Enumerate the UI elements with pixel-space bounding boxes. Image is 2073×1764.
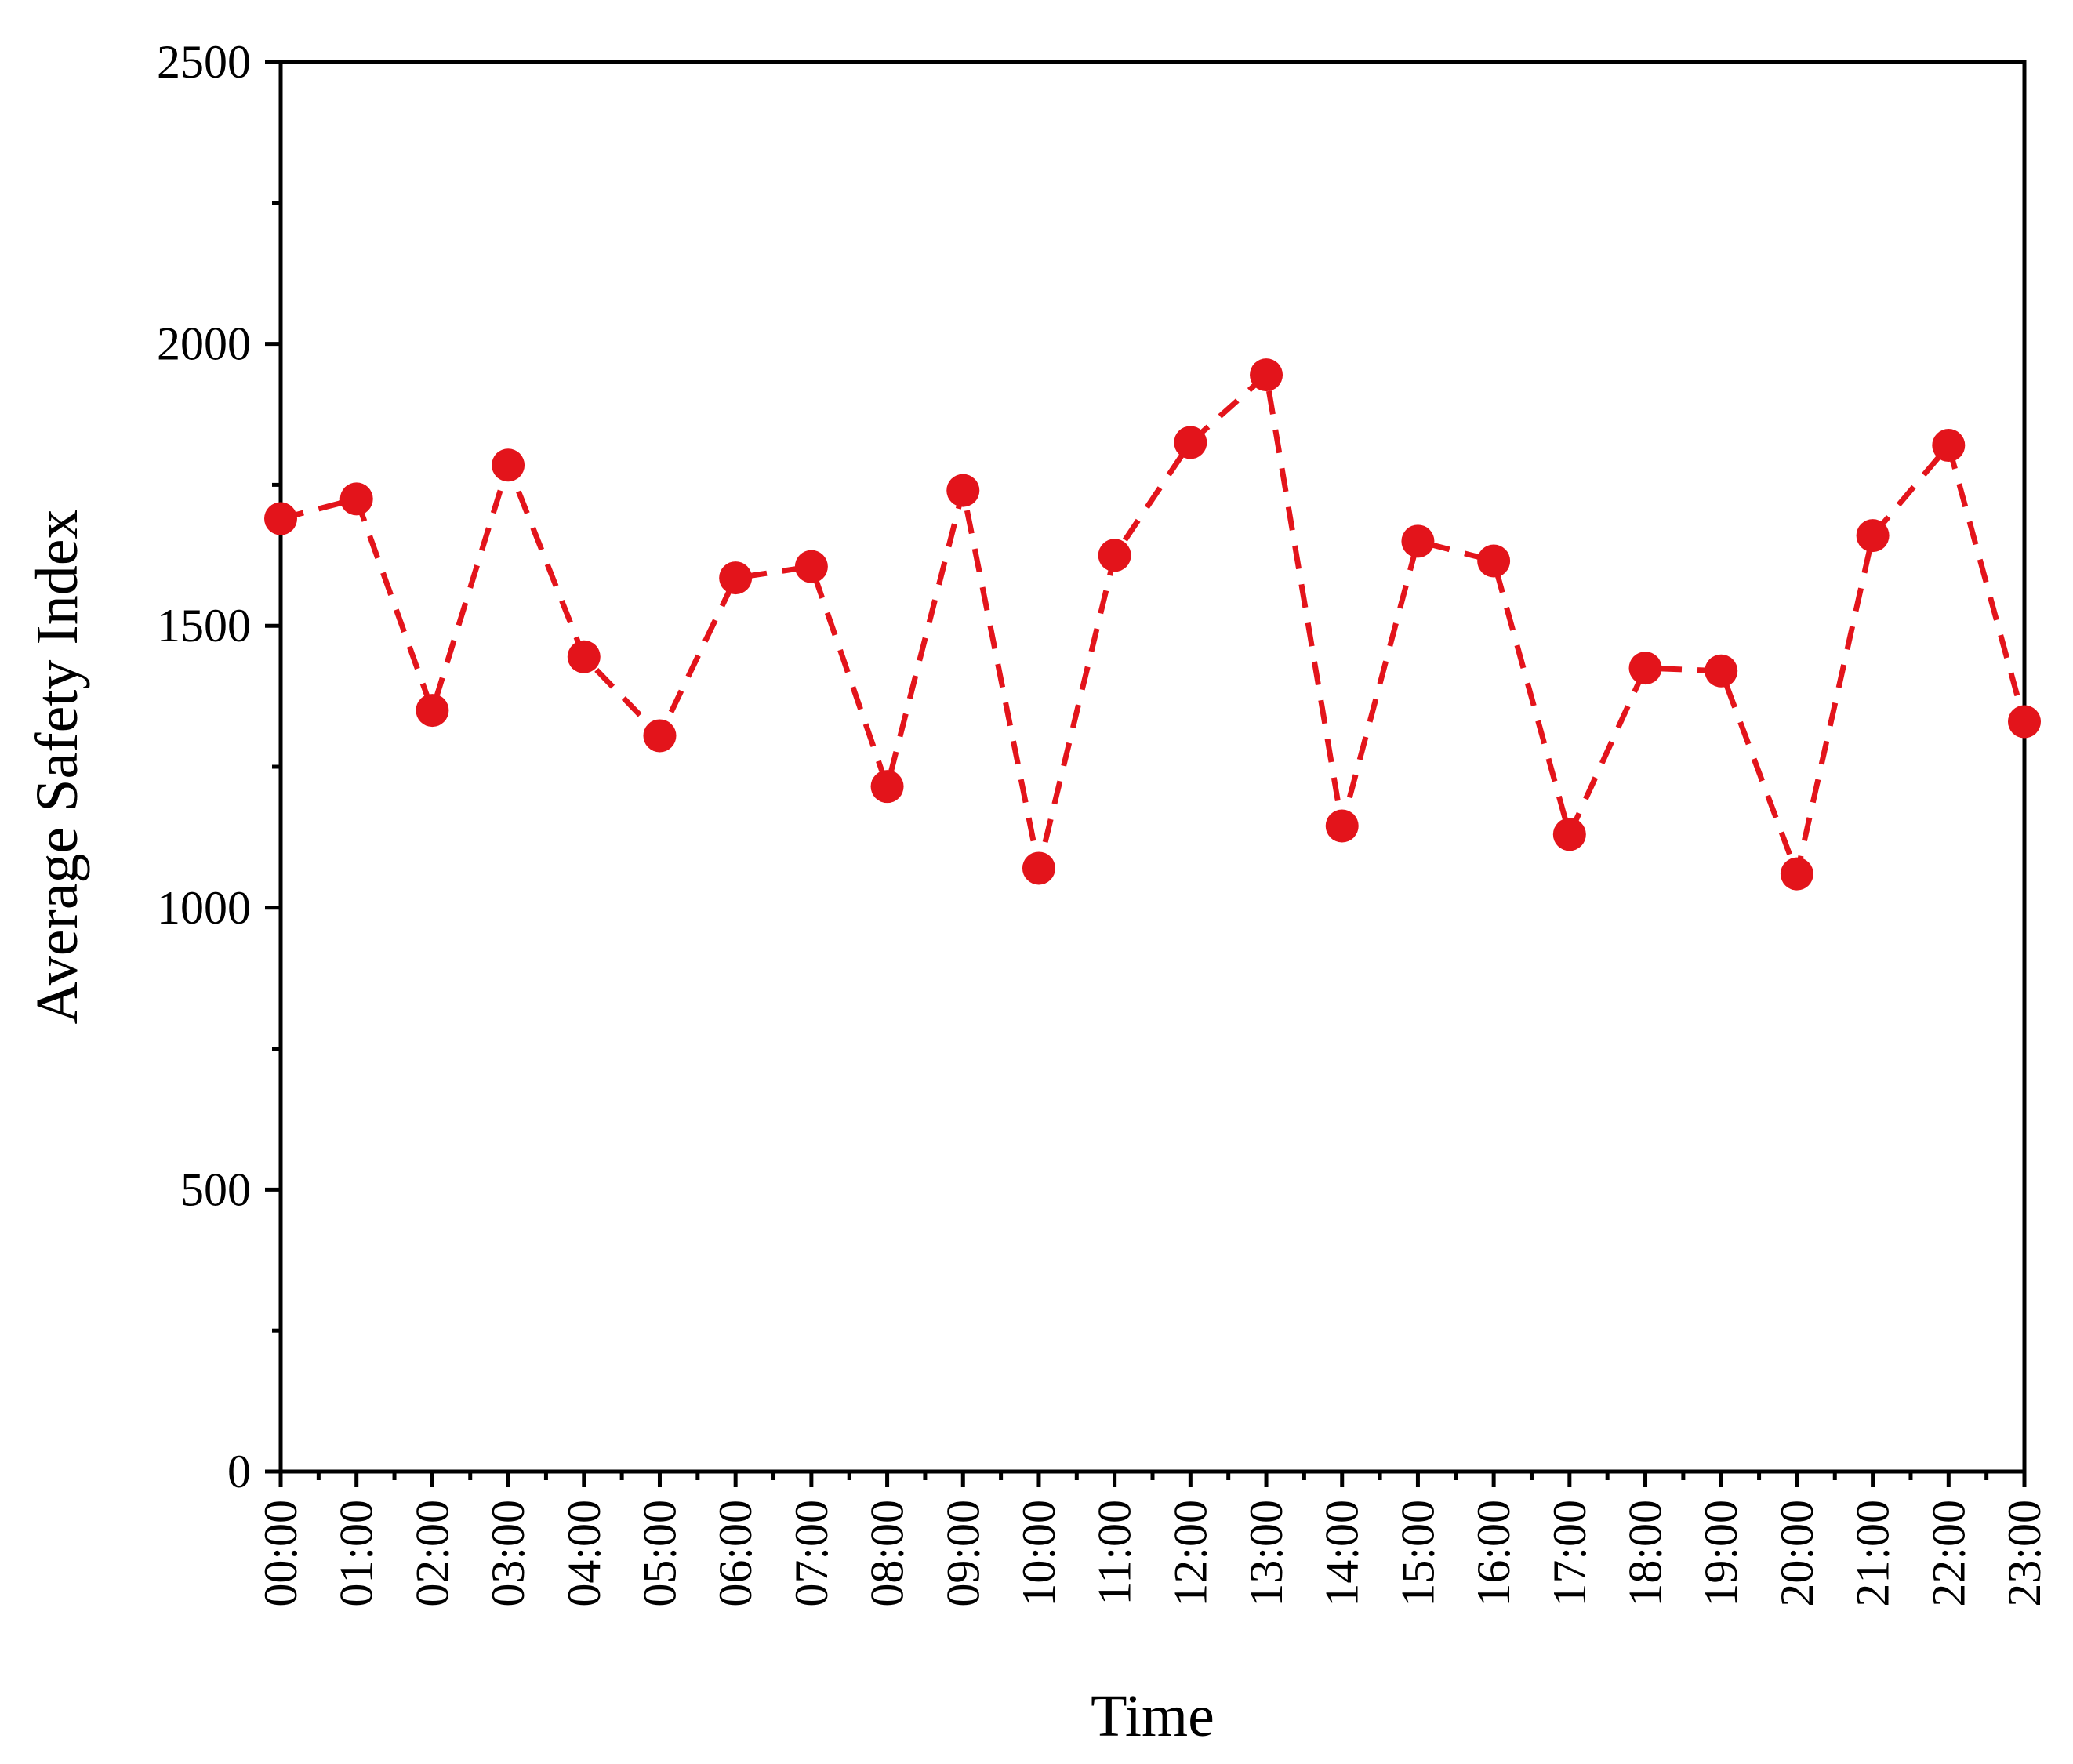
y-tick-label: 500 [180,1163,251,1215]
x-tick-label: 19:00 [1695,1500,1747,1607]
x-tick-label: 06:00 [710,1500,761,1607]
x-tick-label: 03:00 [482,1500,534,1607]
y-tick-label: 0 [227,1446,251,1497]
data-point [1780,857,1813,891]
x-tick-label: 22:00 [1922,1500,1974,1607]
data-point [567,640,601,673]
x-tick-label: 08:00 [862,1500,913,1607]
data-point [643,719,677,753]
x-tick-label: 13:00 [1240,1500,1292,1607]
y-tick-label: 1500 [157,600,251,652]
data-point [492,448,525,482]
x-tick-label: 05:00 [634,1500,685,1607]
x-axis-title: Time [1091,1683,1214,1749]
y-axis-title: Average Safety Index [24,510,90,1025]
x-tick-label: 04:00 [558,1500,610,1607]
y-tick-label: 1000 [157,882,251,934]
x-tick-label: 17:00 [1544,1500,1596,1607]
data-point [1401,524,1435,558]
x-tick-label: 20:00 [1771,1500,1823,1607]
data-point [1022,851,1055,885]
plot-area [278,60,2027,1474]
data-point [1705,654,1738,688]
y-axis: 0 500 1000 1500 2000 2500 [157,36,281,1497]
x-tick-label: 02:00 [406,1500,458,1607]
x-tick-label: 23:00 [1999,1500,2050,1607]
data-point [794,550,828,583]
x-tick-label: 07:00 [786,1500,837,1607]
series-line [280,369,2028,884]
data-point [1932,429,1966,463]
data-point [2008,705,2041,739]
y-tick-label: 2000 [157,318,251,370]
data-point [1098,539,1131,572]
data-point [416,694,449,728]
x-tick-label: 00:00 [255,1500,307,1607]
data-point [1325,809,1359,843]
x-tick-label: 16:00 [1468,1500,1519,1607]
data-point [1250,358,1283,392]
x-tick-label: 14:00 [1316,1500,1368,1607]
x-tick-label: 21:00 [1847,1500,1899,1607]
y-tick-label: 2500 [157,36,251,88]
x-tick-label: 15:00 [1392,1500,1443,1607]
data-point [719,561,753,595]
data-point [339,482,373,516]
x-tick-label: 11:00 [1089,1500,1141,1605]
data-point [1174,426,1207,459]
data-point [1552,818,1586,851]
x-tick-label: 12:00 [1164,1500,1216,1607]
x-tick-label: 18:00 [1620,1500,1672,1607]
data-point [1477,544,1511,578]
data-point [264,502,297,535]
data-point [1628,652,1662,685]
x-tick-label: 01:00 [331,1500,383,1607]
x-axis: 00:00 01:00 02:00 03:00 04:00 05:00 06:00 07:00… [255,1472,2050,1607]
data-point [870,770,904,804]
x-tick-label: 10:00 [1013,1500,1065,1607]
plot-frame [278,60,2027,1474]
data-point [1856,519,1890,553]
series-layer [264,358,2041,891]
x-tick-label: 09:00 [937,1500,989,1607]
data-point [946,474,980,507]
